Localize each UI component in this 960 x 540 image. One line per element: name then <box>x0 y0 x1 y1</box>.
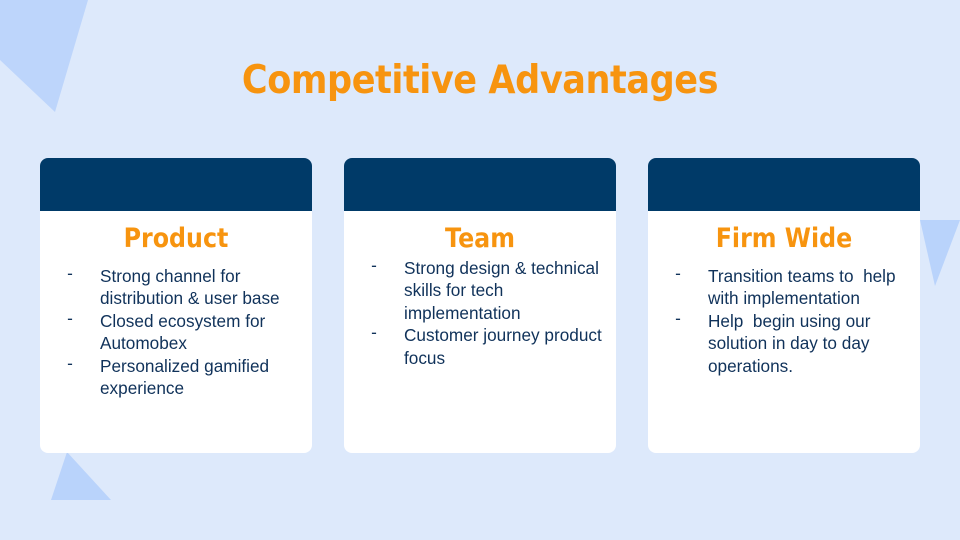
dash-bullet: - <box>675 263 681 283</box>
decorative-triangle-right <box>920 220 960 286</box>
list-item: - Closed ecosystem for Automobex <box>40 307 312 355</box>
dash-bullet: - <box>371 255 377 275</box>
dash-bullet: - <box>67 307 73 328</box>
card-product: Product - Strong channel for distribution… <box>40 158 312 453</box>
list-item: - Help begin using our solution in day to… <box>648 307 920 377</box>
bullet-list: - Transition teams to help with implement… <box>648 263 920 377</box>
dash-bullet: - <box>675 307 681 328</box>
decorative-triangle-bottom-left <box>51 452 111 500</box>
list-item: - Personalized gamified experience <box>40 352 312 400</box>
list-item: - Customer journey product focus <box>344 322 616 369</box>
dash-bullet: - <box>67 263 73 283</box>
card-header <box>344 158 616 211</box>
decorative-triangle-top-left <box>0 0 88 112</box>
dash-bullet: - <box>67 352 73 373</box>
slide-title: Competitive Advantages <box>241 58 719 103</box>
card-title: Team <box>445 223 515 254</box>
bullet-list: - Strong design & technical skills for te… <box>344 255 616 369</box>
card-title: Product <box>123 223 229 254</box>
list-item: - Transition teams to help with implement… <box>648 263 920 310</box>
card-firm-wide: Firm Wide - Transition teams to help with… <box>648 158 920 453</box>
list-item: - Strong channel for distribution & user … <box>40 263 312 310</box>
dash-bullet: - <box>371 322 377 343</box>
card-header <box>40 158 312 211</box>
card-team: Team - Strong design & technical skills f… <box>344 158 616 453</box>
card-title: Firm Wide <box>715 223 853 254</box>
bullet-list: - Strong channel for distribution & user … <box>40 263 312 400</box>
list-item: - Strong design & technical skills for te… <box>344 255 616 324</box>
card-header <box>648 158 920 211</box>
